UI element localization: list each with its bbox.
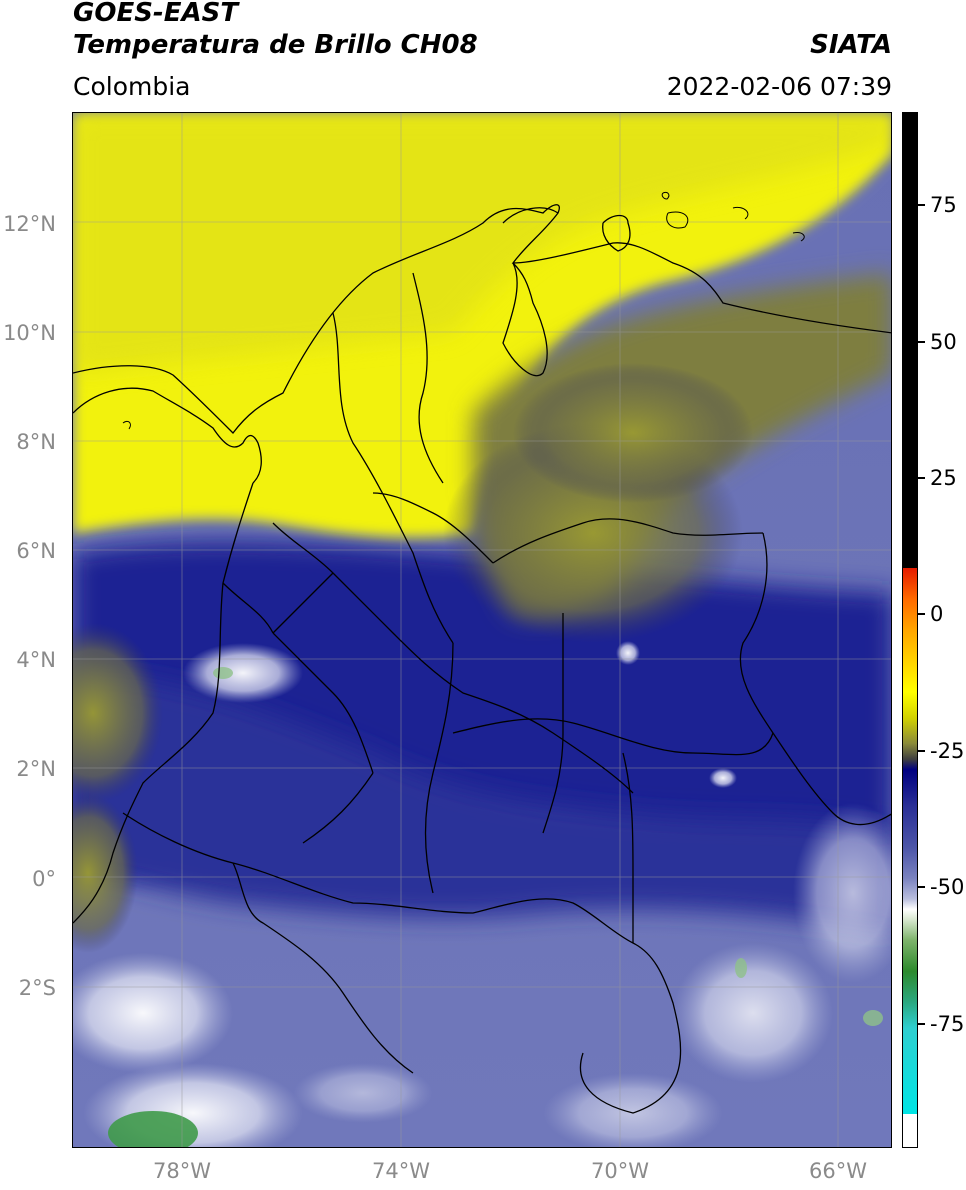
lat-label-4n: 4°N (16, 648, 56, 672)
colorbar (902, 112, 918, 1148)
region-label: Colombia (73, 72, 191, 101)
graticule (73, 113, 891, 1147)
cold-cloud-peru (293, 1063, 433, 1123)
colorbar-label-0: 0 (930, 602, 944, 626)
agency-label: SIATA (810, 30, 892, 60)
colorbar-label-25: 25 (930, 466, 957, 490)
coldest-cloud-top-east (735, 958, 747, 978)
lon-label-66w: 66°W (809, 1159, 867, 1183)
lat-label-10n: 10°N (3, 321, 56, 345)
satellite-title: GOES-EAST (73, 0, 239, 28)
olive-cell-pacific (73, 623, 163, 803)
colorbar-label-50: 50 (930, 330, 957, 354)
cold-cloud-east (793, 803, 891, 983)
olive-cell-northeast (513, 363, 753, 503)
cold-cloud-southwest (73, 953, 233, 1073)
coastlines-and-borders (73, 204, 891, 1114)
cold-cloud-guainia (709, 768, 737, 788)
colorbar-tick (918, 204, 925, 206)
olive-cell-coast (73, 793, 138, 953)
lon-label-74w: 74°W (372, 1159, 430, 1183)
cold-cloud-pacific (183, 643, 303, 703)
colorbar-tick (918, 341, 925, 343)
colorbar-tick (918, 1023, 925, 1025)
lat-label-0: 0° (32, 867, 56, 891)
lat-label-2n: 2°N (16, 757, 56, 781)
product-title: Temperatura de Brillo CH08 (73, 30, 478, 60)
colorbar-label-75: 75 (930, 193, 957, 217)
cold-cloud-amazon (543, 1073, 723, 1147)
satellite-map (72, 112, 892, 1148)
coldest-cloud-top-pacific (213, 667, 233, 679)
navy-region (73, 673, 891, 933)
map-canvas (73, 113, 891, 1147)
colorbar-label-minus-50: -50 (930, 875, 965, 899)
yellow-haze (73, 113, 891, 373)
lat-label-6n: 6°N (16, 539, 56, 563)
coldest-cloud-top-south (108, 1111, 198, 1147)
colorbar-tick (918, 750, 925, 752)
lat-label-12n: 12°N (3, 212, 56, 236)
colorbar-tick (918, 886, 925, 888)
cold-cloud-southeast (673, 943, 833, 1083)
lat-label-8n: 8°N (16, 430, 56, 454)
lon-label-70w: 70°W (591, 1159, 649, 1183)
colorbar-label-minus-25: -25 (930, 739, 965, 763)
coldest-cloud-top-border (863, 1010, 883, 1026)
lon-label-78w: 78°W (153, 1159, 211, 1183)
lat-label-2s: 2°S (18, 976, 56, 1000)
colorbar-label-minus-75: -75 (930, 1012, 965, 1036)
colorbar-tick (918, 477, 925, 479)
colorbar-tick (918, 613, 925, 615)
timestamp-label: 2022-02-06 07:39 (666, 72, 892, 101)
islands (122, 192, 805, 430)
